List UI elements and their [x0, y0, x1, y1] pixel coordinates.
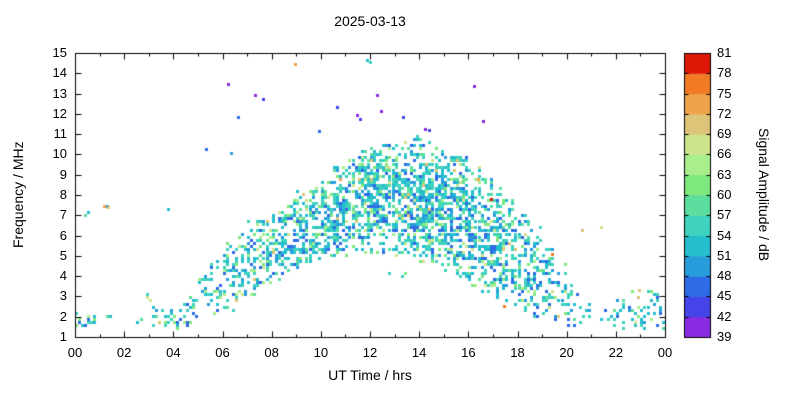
y-tick-label: 6: [59, 227, 67, 243]
x-tick-label: 04: [166, 345, 181, 360]
x-tick-label: 02: [116, 345, 132, 360]
y-tick-label: 5: [59, 247, 67, 263]
colorbar-tick-label: 42: [717, 308, 732, 324]
colorbar-tick-label: 69: [717, 126, 732, 142]
x-tick-label: 16: [461, 345, 476, 360]
y-tick-label: 15: [52, 45, 67, 60]
y-tick-label: 8: [59, 187, 67, 202]
colorbar-tick-label: 66: [717, 146, 732, 162]
y-tick-label: 2: [59, 308, 67, 324]
y-tick-label: 13: [52, 85, 67, 101]
x-tick-label: 08: [264, 345, 279, 360]
y-tick-label: 7: [59, 207, 67, 223]
y-tick-label: 3: [59, 288, 67, 304]
x-tick-label: 14: [411, 345, 427, 360]
x-tick-label: 12: [362, 345, 378, 360]
y-tick-label: 1: [59, 329, 67, 344]
x-tick-label: 20: [559, 345, 574, 360]
colorbar-tick-label: 48: [717, 268, 732, 284]
x-tick-label: 22: [608, 345, 624, 360]
x-tick-label: 18: [510, 345, 525, 360]
y-tick-label: 11: [53, 126, 68, 142]
y-tick-label: 10: [52, 146, 67, 162]
x-tick-label: 06: [215, 345, 230, 360]
y-tick-label: 12: [52, 105, 67, 121]
colorbar-tick-label: 63: [717, 166, 732, 182]
x-tick-label: 00: [657, 345, 673, 360]
colorbar-tick-label: 78: [717, 65, 732, 81]
colorbar-tick-label: 54: [717, 227, 732, 243]
colorbar-tick-label: 39: [717, 329, 732, 344]
x-tick-label: 10: [313, 345, 329, 360]
x-tick-label: 00: [67, 345, 83, 360]
colorbar-tick-label: 72: [717, 105, 732, 121]
colorbar-tick-label: 45: [717, 288, 732, 304]
y-tick-label: 4: [59, 268, 67, 284]
y-tick-label: 14: [52, 65, 67, 81]
colorbar-tick-label: 57: [717, 207, 732, 223]
colorbar-tick-label: 51: [717, 247, 732, 263]
colorbar-tick-label: 75: [717, 85, 732, 101]
colorbar-tick-label: 81: [717, 45, 732, 60]
y-tick-label: 9: [59, 166, 67, 182]
colorbar-tick-label: 60: [717, 187, 732, 202]
